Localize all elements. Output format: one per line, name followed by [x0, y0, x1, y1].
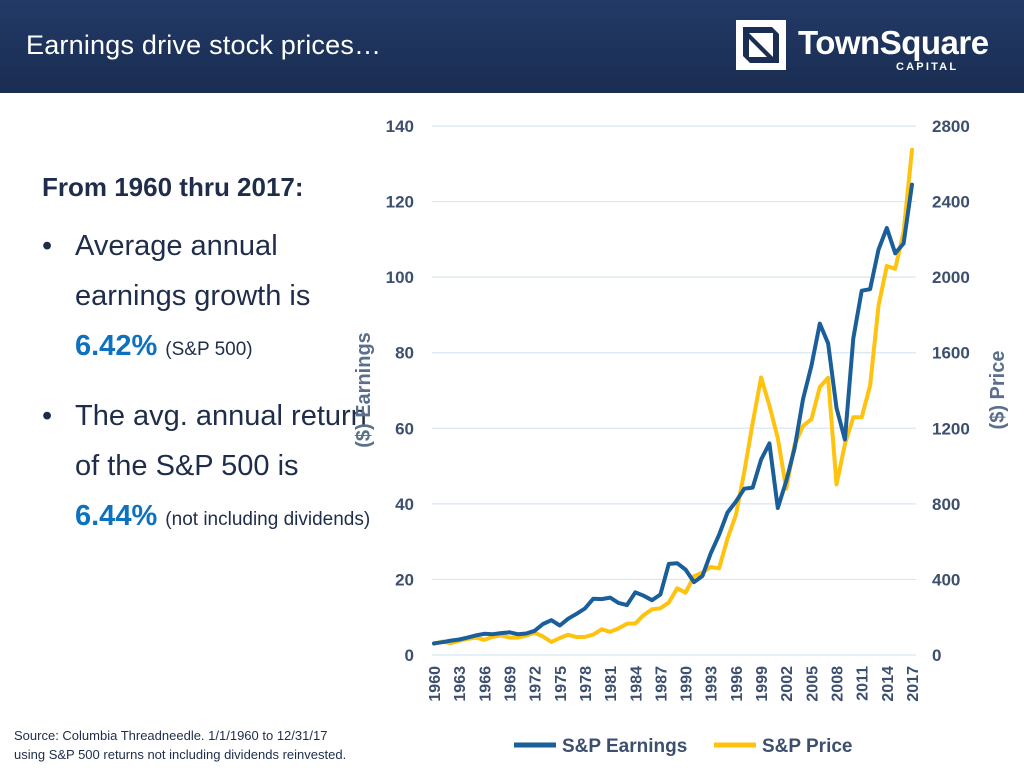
y2-tick-label: 1600 — [932, 344, 970, 363]
x-tick-label: 1960 — [427, 666, 444, 702]
y2-tick-label: 800 — [932, 495, 960, 514]
y2-tick-label: 1200 — [932, 419, 970, 438]
bullet-earnings-growth: • Average annual earnings growth is 6.42… — [42, 221, 372, 375]
logo-subtitle: CAPITAL — [896, 61, 959, 73]
source-line-1: Source: Columbia Threadneedle. 1/1/1960 … — [14, 728, 328, 743]
gridlines — [432, 125, 916, 656]
x-tick-label: 1975 — [553, 666, 570, 702]
y-tick-label: 140 — [386, 117, 414, 136]
bullet-note: (not including dividends) — [165, 509, 371, 530]
y-tick-label: 0 — [405, 646, 414, 665]
legend-price-label: S&P Price — [762, 736, 852, 757]
x-tick-label: 1993 — [704, 666, 721, 702]
left-axis-ticks: 0 20 40 60 80 100 120 140 — [386, 117, 414, 665]
y-tick-label: 20 — [395, 570, 414, 589]
y-tick-label: 100 — [386, 268, 414, 287]
y2-tick-label: 2800 — [932, 117, 970, 136]
x-tick-label: 1996 — [729, 666, 746, 702]
y-tick-label: 80 — [395, 344, 414, 363]
x-tick-label: 2008 — [830, 666, 847, 702]
bullet-icon: • — [42, 230, 53, 262]
x-tick-label: 1984 — [628, 666, 645, 702]
x-tick-label: 2011 — [855, 666, 872, 701]
header-bar: Earnings drive stock prices… TownSquare … — [0, 0, 1024, 93]
x-tick-label: 1981 — [603, 666, 620, 702]
source-line-2: using S&P 500 returns not including divi… — [14, 747, 347, 762]
earnings-line — [432, 182, 914, 646]
y-tick-label: 60 — [395, 419, 414, 438]
legend: S&P Earnings S&P Price — [514, 736, 852, 757]
x-tick-label: 1972 — [528, 666, 545, 702]
subheading: From 1960 thru 2017: — [42, 172, 304, 202]
y2-tick-label: 0 — [932, 646, 941, 665]
y2-axis-label: ($) Price — [987, 351, 1009, 430]
x-axis-ticks: 1960 1963 1966 1969 1972 1975 1978 1981 1984 1987… — [427, 666, 922, 702]
y-axis-label: ($) Earnings — [353, 332, 375, 448]
earnings-growth-value: 6.42% — [75, 330, 158, 362]
logo-name: TownSquare — [798, 24, 989, 61]
series-lines — [432, 147, 914, 646]
y2-tick-label: 400 — [932, 570, 960, 589]
source-note: Source: Columbia Threadneedle. 1/1/1960 … — [14, 726, 346, 764]
x-tick-label: 2002 — [779, 666, 796, 702]
y-tick-label: 120 — [386, 193, 414, 212]
y2-tick-label: 2000 — [932, 268, 970, 287]
x-tick-label: 1969 — [502, 666, 519, 702]
x-tick-label: 1966 — [477, 666, 494, 702]
x-tick-label: 2017 — [905, 666, 922, 702]
bullet-text: The avg. annual return of the S&P 500 is — [75, 400, 367, 482]
sp-return-value: 6.44% — [75, 500, 158, 532]
bullet-note: (S&P 500) — [165, 339, 253, 360]
x-tick-label: 1990 — [679, 666, 696, 702]
townsquare-logo-icon — [736, 20, 786, 70]
x-tick-label: 1978 — [578, 666, 595, 702]
x-tick-label: 1987 — [653, 666, 670, 702]
x-tick-label: 1963 — [452, 666, 469, 702]
bullet-text: Average annual earnings growth is — [75, 230, 311, 312]
bullet-sp-return: • The avg. annual return of the S&P 500 … — [42, 391, 372, 545]
legend-earnings-label: S&P Earnings — [562, 736, 687, 757]
x-tick-label: 2014 — [880, 666, 897, 702]
right-axis-ticks: 0 400 800 1200 1600 2000 2400 2800 — [932, 117, 970, 665]
y-tick-label: 40 — [395, 495, 414, 514]
price-line — [432, 147, 914, 646]
x-tick-label: 1999 — [754, 666, 771, 702]
slide-title: Earnings drive stock prices… — [26, 30, 382, 60]
key-points: From 1960 thru 2017: • Average annual ea… — [42, 172, 372, 545]
x-tick-label: 2005 — [804, 666, 821, 702]
bullet-icon: • — [42, 400, 53, 432]
y2-tick-label: 2400 — [932, 193, 970, 212]
